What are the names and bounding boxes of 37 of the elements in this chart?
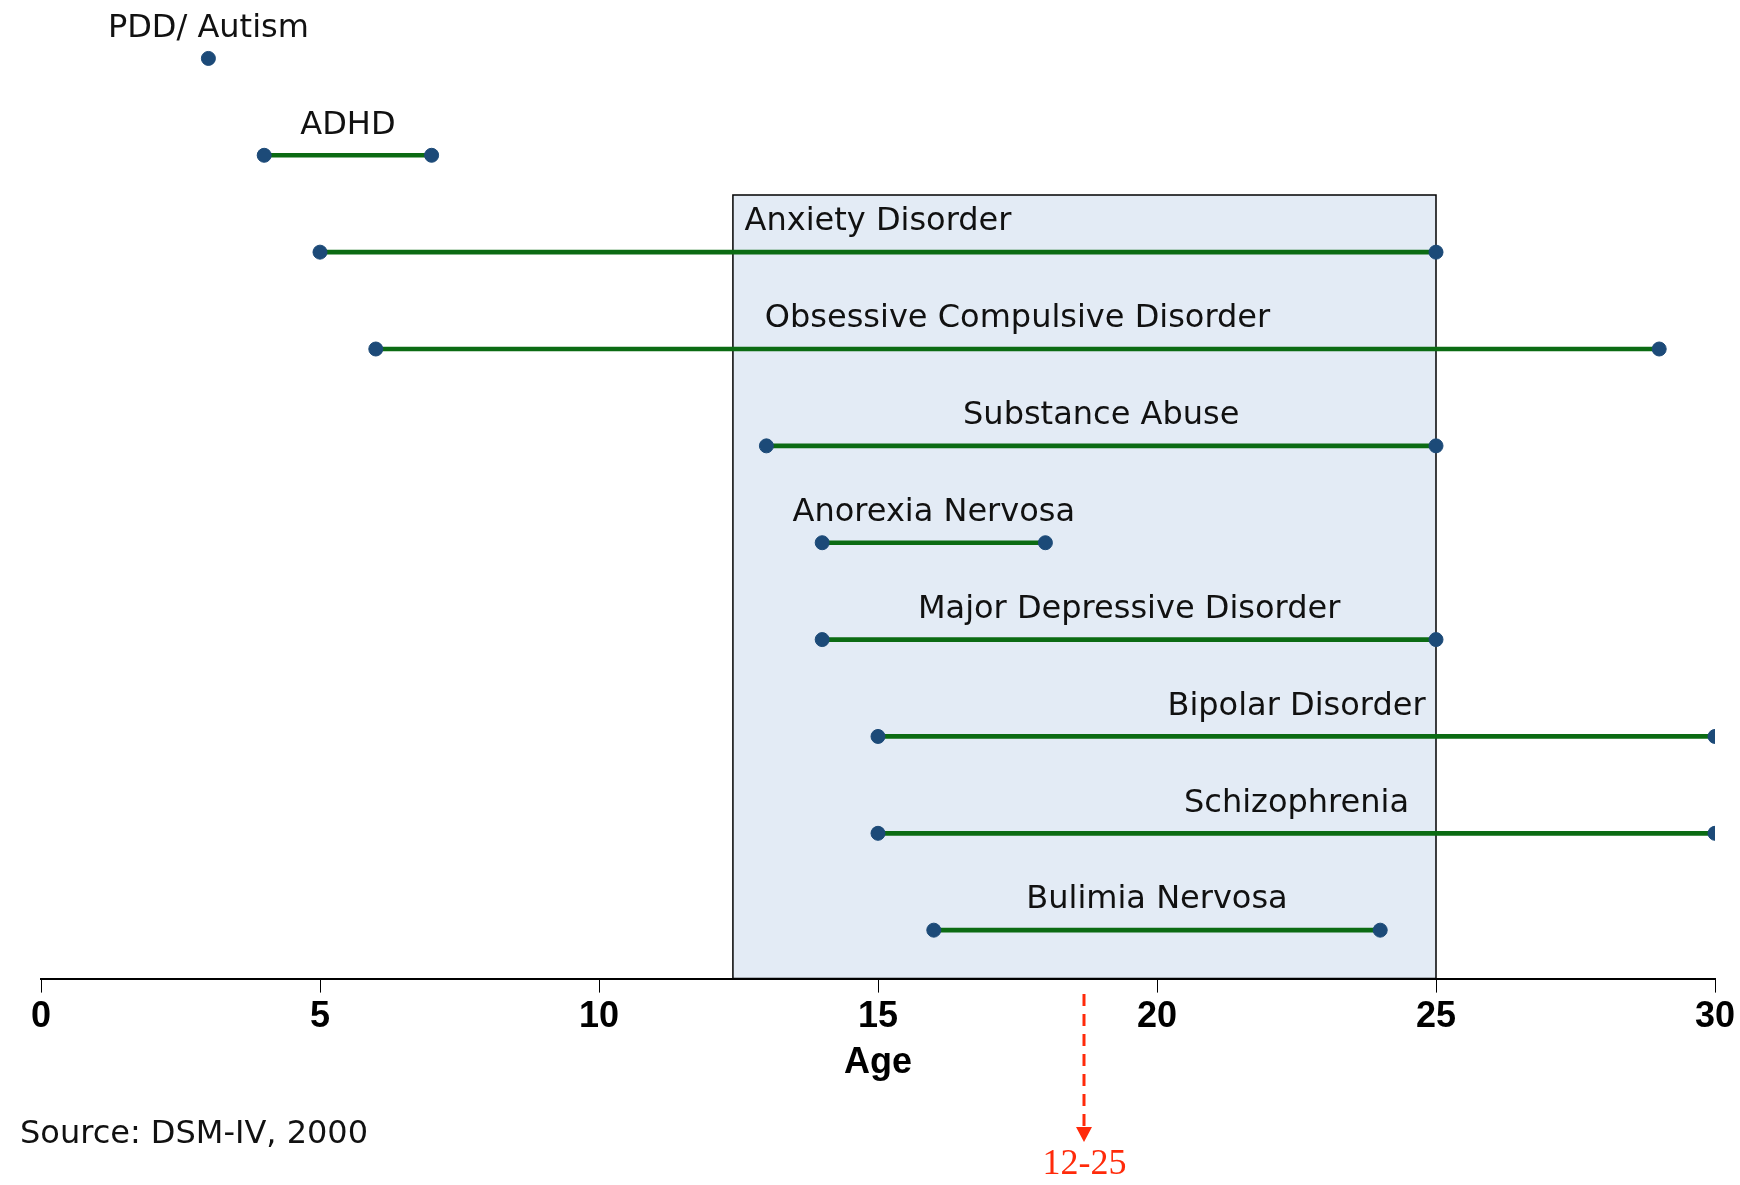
point	[1428, 438, 1444, 454]
point	[1428, 244, 1444, 260]
x-tick-label: 5	[309, 994, 331, 1036]
y-tick-label: Obsessive Compulsive Disorder	[764, 297, 1272, 336]
y-tick-label: Anorexia Nervosa	[792, 491, 1076, 530]
y-tick-label: Substance Abuse	[963, 394, 1240, 433]
text: 12-25	[1042, 1142, 1127, 1183]
point	[1372, 922, 1388, 938]
x-tick-label: 15	[857, 994, 899, 1036]
x-tick-label: 0	[30, 994, 52, 1036]
point	[368, 341, 384, 357]
y-tick-label: Bipolar Disorder	[1167, 684, 1427, 723]
x-tick-label: 25	[1415, 994, 1457, 1036]
y-tick-label: Major Depressive Disorder	[917, 587, 1342, 626]
y-tick-label: Bulimia Nervosa	[1026, 878, 1288, 917]
x-tick-label: 30	[1694, 994, 1736, 1036]
x-tick-label: 10	[578, 994, 620, 1036]
point	[814, 535, 830, 551]
y-tick-label: Schizophrenia	[1184, 781, 1409, 820]
point	[1428, 632, 1444, 648]
x-tick-label: 20	[1136, 994, 1178, 1036]
point	[870, 728, 886, 744]
point	[758, 438, 774, 454]
y-tick-label: ADHD	[300, 103, 396, 142]
point	[1651, 341, 1667, 357]
point	[870, 825, 886, 841]
point	[926, 922, 942, 938]
point	[424, 147, 440, 163]
x-axis-title: Age	[843, 1040, 913, 1082]
source-note: Source: DSM-IV, 2000	[20, 1112, 369, 1151]
y-tick-label: Anxiety Disorder	[744, 200, 1013, 239]
point	[814, 632, 830, 648]
point	[256, 147, 272, 163]
y-tick-label: PDD/ Autism	[107, 6, 309, 45]
point	[1037, 535, 1053, 551]
point	[312, 244, 328, 260]
point	[200, 50, 216, 66]
